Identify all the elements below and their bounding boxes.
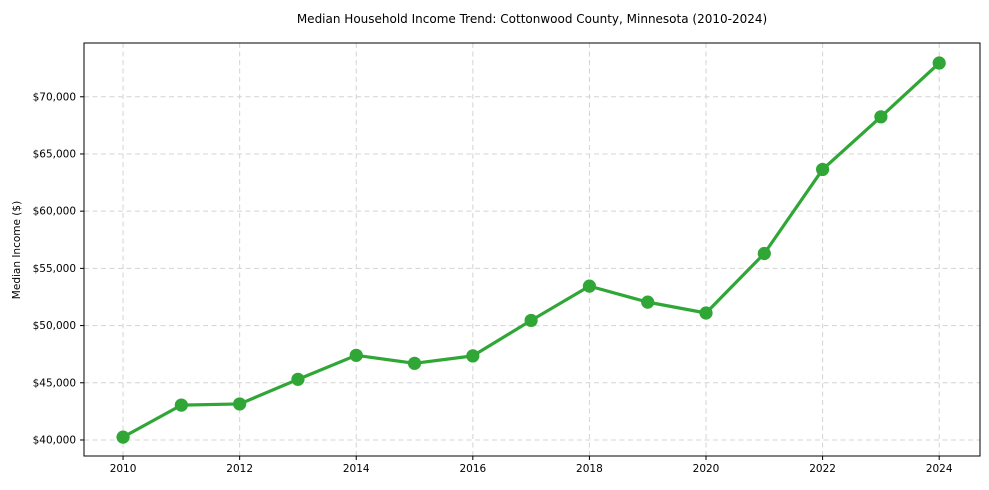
data-point [757, 246, 771, 261]
x-tick-label: 2012 [226, 463, 253, 475]
x-tick-label: 2024 [926, 463, 953, 475]
data-point [524, 313, 538, 328]
x-tick-label: 2014 [343, 463, 370, 475]
y-tick-label: $45,000 [33, 377, 76, 389]
data-line [121, 61, 941, 439]
x-tick-label: 2020 [693, 463, 720, 475]
y-tick-label: $60,000 [33, 206, 76, 218]
data-point [699, 306, 713, 320]
data-point [466, 349, 480, 363]
data-point [174, 398, 188, 412]
data-point [233, 397, 247, 411]
data-point [116, 430, 130, 444]
data-point [874, 110, 888, 124]
y-tick-label: $65,000 [33, 148, 76, 160]
y-tick-label: $50,000 [33, 320, 76, 332]
data-point [932, 56, 946, 70]
data-point [349, 348, 363, 362]
y-tick-label: $70,000 [33, 91, 76, 103]
data-point [816, 162, 830, 177]
data-point [291, 372, 305, 386]
chart-title: Median Household Income Trend: Cottonwoo… [296, 12, 768, 26]
y-tick-label: $55,000 [33, 263, 76, 275]
plot-border [83, 42, 981, 457]
data-point [407, 356, 422, 370]
x-tick-label: 2022 [809, 463, 836, 475]
y-tick-label: $40,000 [33, 434, 76, 446]
data-point [641, 295, 655, 309]
data-point [582, 279, 597, 293]
x-tick-label: 2016 [459, 463, 486, 475]
x-tick-label: 2018 [576, 463, 603, 475]
x-tick-label: 2010 [110, 463, 137, 475]
